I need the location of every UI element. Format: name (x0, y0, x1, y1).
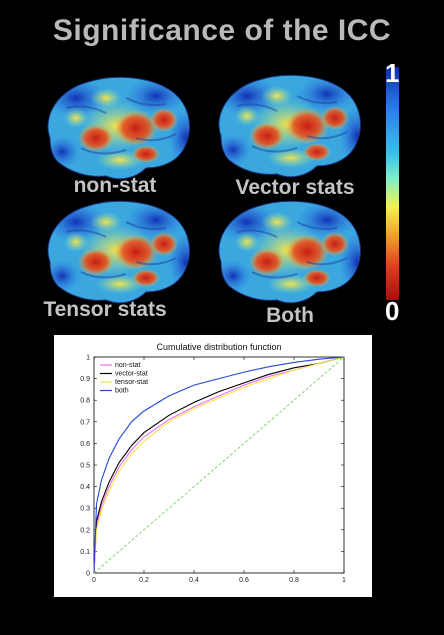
y-tick-label: 0.5 (80, 463, 90, 470)
series-line-both (93, 356, 345, 574)
y-tick-label: 0.1 (80, 549, 90, 556)
x-tick-label: 0.2 (139, 577, 149, 584)
x-tick-label: 0.4 (189, 577, 199, 584)
y-tick-label: 1 (86, 355, 90, 362)
panel-label-non-stat: non-stat (73, 174, 157, 197)
brain-map-tensor-stats (36, 192, 196, 310)
colorbar-min-label: 0 (385, 296, 400, 326)
x-tick-label: 0.6 (239, 577, 249, 584)
colorbar (386, 67, 399, 300)
brain-map-non-stat (36, 68, 196, 186)
chart-title: Cumulative distribution function (156, 342, 281, 352)
panel-label-both: Both (266, 304, 314, 327)
legend-label-tensor-stat: tensor-stat (115, 379, 148, 386)
x-tick-label: 0 (92, 577, 96, 584)
brain-map-both (207, 192, 367, 310)
colorbar-max-label: 1 (385, 58, 400, 88)
x-tick-label: 0.8 (289, 577, 299, 584)
panel-label-tensor-stats: Tensor stats (43, 298, 167, 321)
y-tick-label: 0.8 (80, 398, 90, 405)
panel-label-vector-stats: Vector stats (235, 176, 355, 199)
legend-box (97, 360, 161, 400)
series-line-non-stat (93, 356, 345, 574)
legend-label-both: both (115, 388, 129, 395)
figure-title: Significance of the ICC (52, 14, 392, 47)
y-tick-label: 0.2 (80, 527, 90, 534)
series-line-vector-stat (93, 356, 345, 574)
series-line-reference-diagonal (93, 356, 345, 574)
legend-label-non-stat: non-stat (115, 362, 140, 369)
brain-map-vector-stats (207, 66, 367, 184)
y-tick-label: 0.7 (80, 419, 90, 426)
y-tick-label: 0.6 (80, 441, 90, 448)
series-line-tensor-stat (93, 356, 345, 574)
x-tick-label: 1 (342, 577, 346, 584)
y-tick-label: 0 (86, 571, 90, 578)
cdf-chart: Cumulative distribution function 0 0.2 0.4 0… (80, 342, 346, 584)
y-tick-label: 0.3 (80, 506, 90, 513)
y-tick-label: 0.4 (80, 484, 90, 491)
cdf-chart-panel: Cumulative distribution function 0 0.2 0.4 0… (54, 335, 372, 597)
legend-label-vector-stat: vector-stat (115, 371, 148, 378)
y-tick-label: 0.9 (80, 376, 90, 383)
